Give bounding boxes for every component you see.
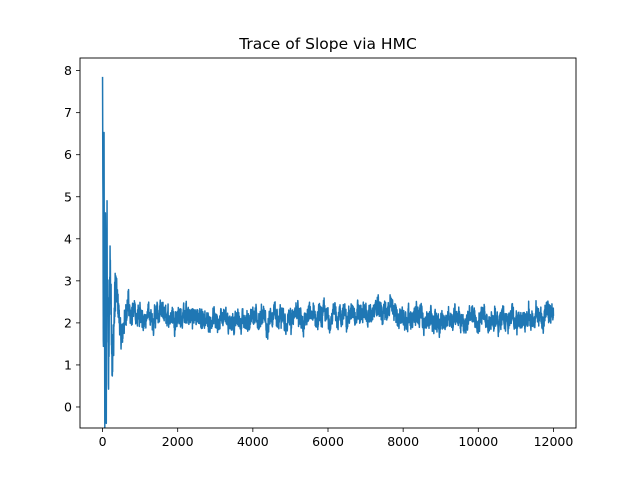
plot-area-frame <box>79 57 577 429</box>
x-tick-label: 0 <box>99 434 107 449</box>
ticks-layer: 0 2000 4000 6000 8000 10000 12000 0 1 2 3 4 5 6 7 8 <box>64 63 573 449</box>
chart-title: Trace of Slope via HMC <box>238 35 417 53</box>
y-tick-label: 3 <box>64 273 72 288</box>
series-line-slope-trace <box>101 76 555 429</box>
x-tick-label: 12000 <box>534 434 574 449</box>
y-tick-label: 4 <box>64 231 72 246</box>
x-tick-label: 4000 <box>237 434 269 449</box>
x-tick-label: 10000 <box>458 434 498 449</box>
y-tick-label: 6 <box>64 147 72 162</box>
x-tick-label: 2000 <box>162 434 194 449</box>
y-tick-label: 2 <box>64 315 72 330</box>
x-tick-label: 8000 <box>387 434 419 449</box>
series-layer <box>101 76 555 429</box>
x-tick-label: 6000 <box>312 434 344 449</box>
y-tick-label: 1 <box>64 357 72 372</box>
y-tick-label: 5 <box>64 189 72 204</box>
y-tick-label: 8 <box>64 63 72 78</box>
y-tick-label: 0 <box>64 399 72 414</box>
y-tick-label: 7 <box>64 105 72 120</box>
